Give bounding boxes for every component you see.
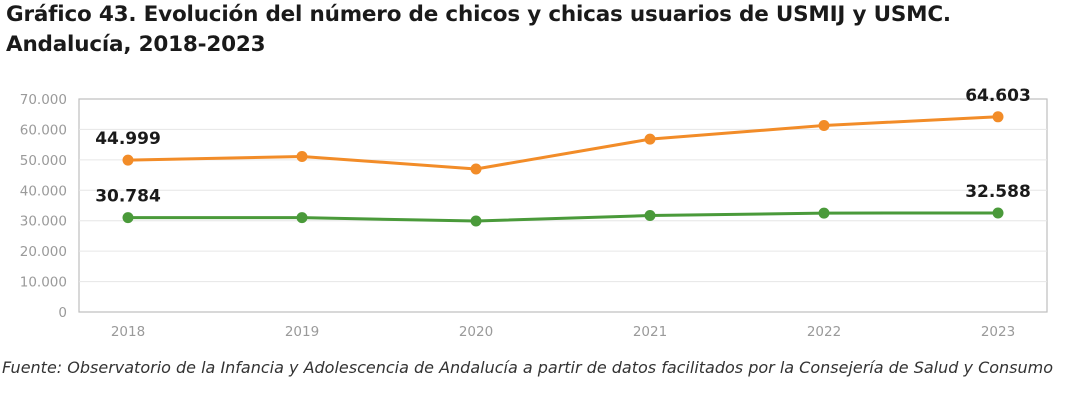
x-axis-ticks: 2018 2019 2020 2021 2022 2023 <box>111 324 1015 340</box>
data-point-usmij <box>818 207 830 219</box>
data-point-usmij <box>296 212 308 224</box>
data-point-usmij <box>122 212 134 224</box>
x-tick-label: 2020 <box>459 324 493 340</box>
y-tick-label: 30.000 <box>20 214 67 230</box>
data-point-usmij <box>470 215 482 227</box>
data-point-usmc <box>122 154 134 166</box>
y-tick-label: 70.000 <box>20 92 67 108</box>
y-axis-ticks: 0 10.000 20.000 30.000 40.000 50.000 60.000 70.… <box>20 92 67 321</box>
data-point-usmc <box>992 111 1004 123</box>
data-label-usmc: 64.603 <box>965 86 1031 106</box>
data-labels: 44.999 64.603 30.784 32.588 <box>95 86 1031 207</box>
plot-frame <box>78 98 1048 313</box>
data-label-usmc: 44.999 <box>95 129 161 149</box>
data-point-usmc <box>470 163 482 175</box>
source-note: Fuente: Observatorio de la Infancia y Ad… <box>2 358 1054 377</box>
y-tick-label: 10.000 <box>20 275 67 291</box>
series-line-usmc <box>127 115 999 171</box>
data-label-usmij: 32.588 <box>965 182 1031 202</box>
y-tick-label: 40.000 <box>20 183 67 199</box>
x-tick-label: 2021 <box>633 324 667 340</box>
x-tick-label: 2023 <box>981 324 1015 340</box>
y-tick-label: 0 <box>58 305 67 321</box>
y-tick-label: 60.000 <box>20 122 67 138</box>
y-tick-label: 50.000 <box>20 153 67 169</box>
data-point-usmij <box>644 210 656 222</box>
series-line-usmij <box>128 211 999 223</box>
x-tick-label: 2022 <box>807 324 841 340</box>
series-layer <box>122 111 1004 227</box>
data-label-usmij: 30.784 <box>95 187 161 207</box>
data-point-usmc <box>644 133 656 145</box>
x-tick-label: 2018 <box>111 324 145 340</box>
grid-lines <box>79 128 1047 283</box>
data-point-usmc <box>818 119 830 131</box>
y-tick-label: 20.000 <box>20 244 67 260</box>
x-tick-label: 2019 <box>285 324 319 340</box>
data-point-usmc <box>296 151 308 163</box>
chart-title: Gráfico 43. Evolución del número de chic… <box>6 2 951 57</box>
data-point-usmij <box>992 207 1004 219</box>
